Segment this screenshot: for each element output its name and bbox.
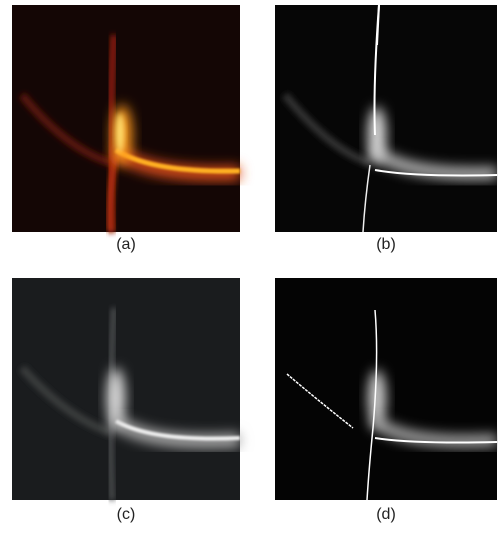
panel-label: (b) [376, 236, 396, 253]
figure: (a) (b) (c) (d) [0, 0, 498, 528]
panel-label: (d) [376, 506, 396, 523]
panel-a-image [12, 5, 240, 232]
panel-d-image [275, 278, 497, 500]
page: (a) (b) (c) (d) (() => { const data = JS… [0, 0, 498, 528]
panel-b-image [275, 5, 497, 232]
panel-label: (a) [116, 236, 136, 253]
panel-c-image [12, 278, 240, 500]
panel-label: (c) [117, 506, 136, 523]
